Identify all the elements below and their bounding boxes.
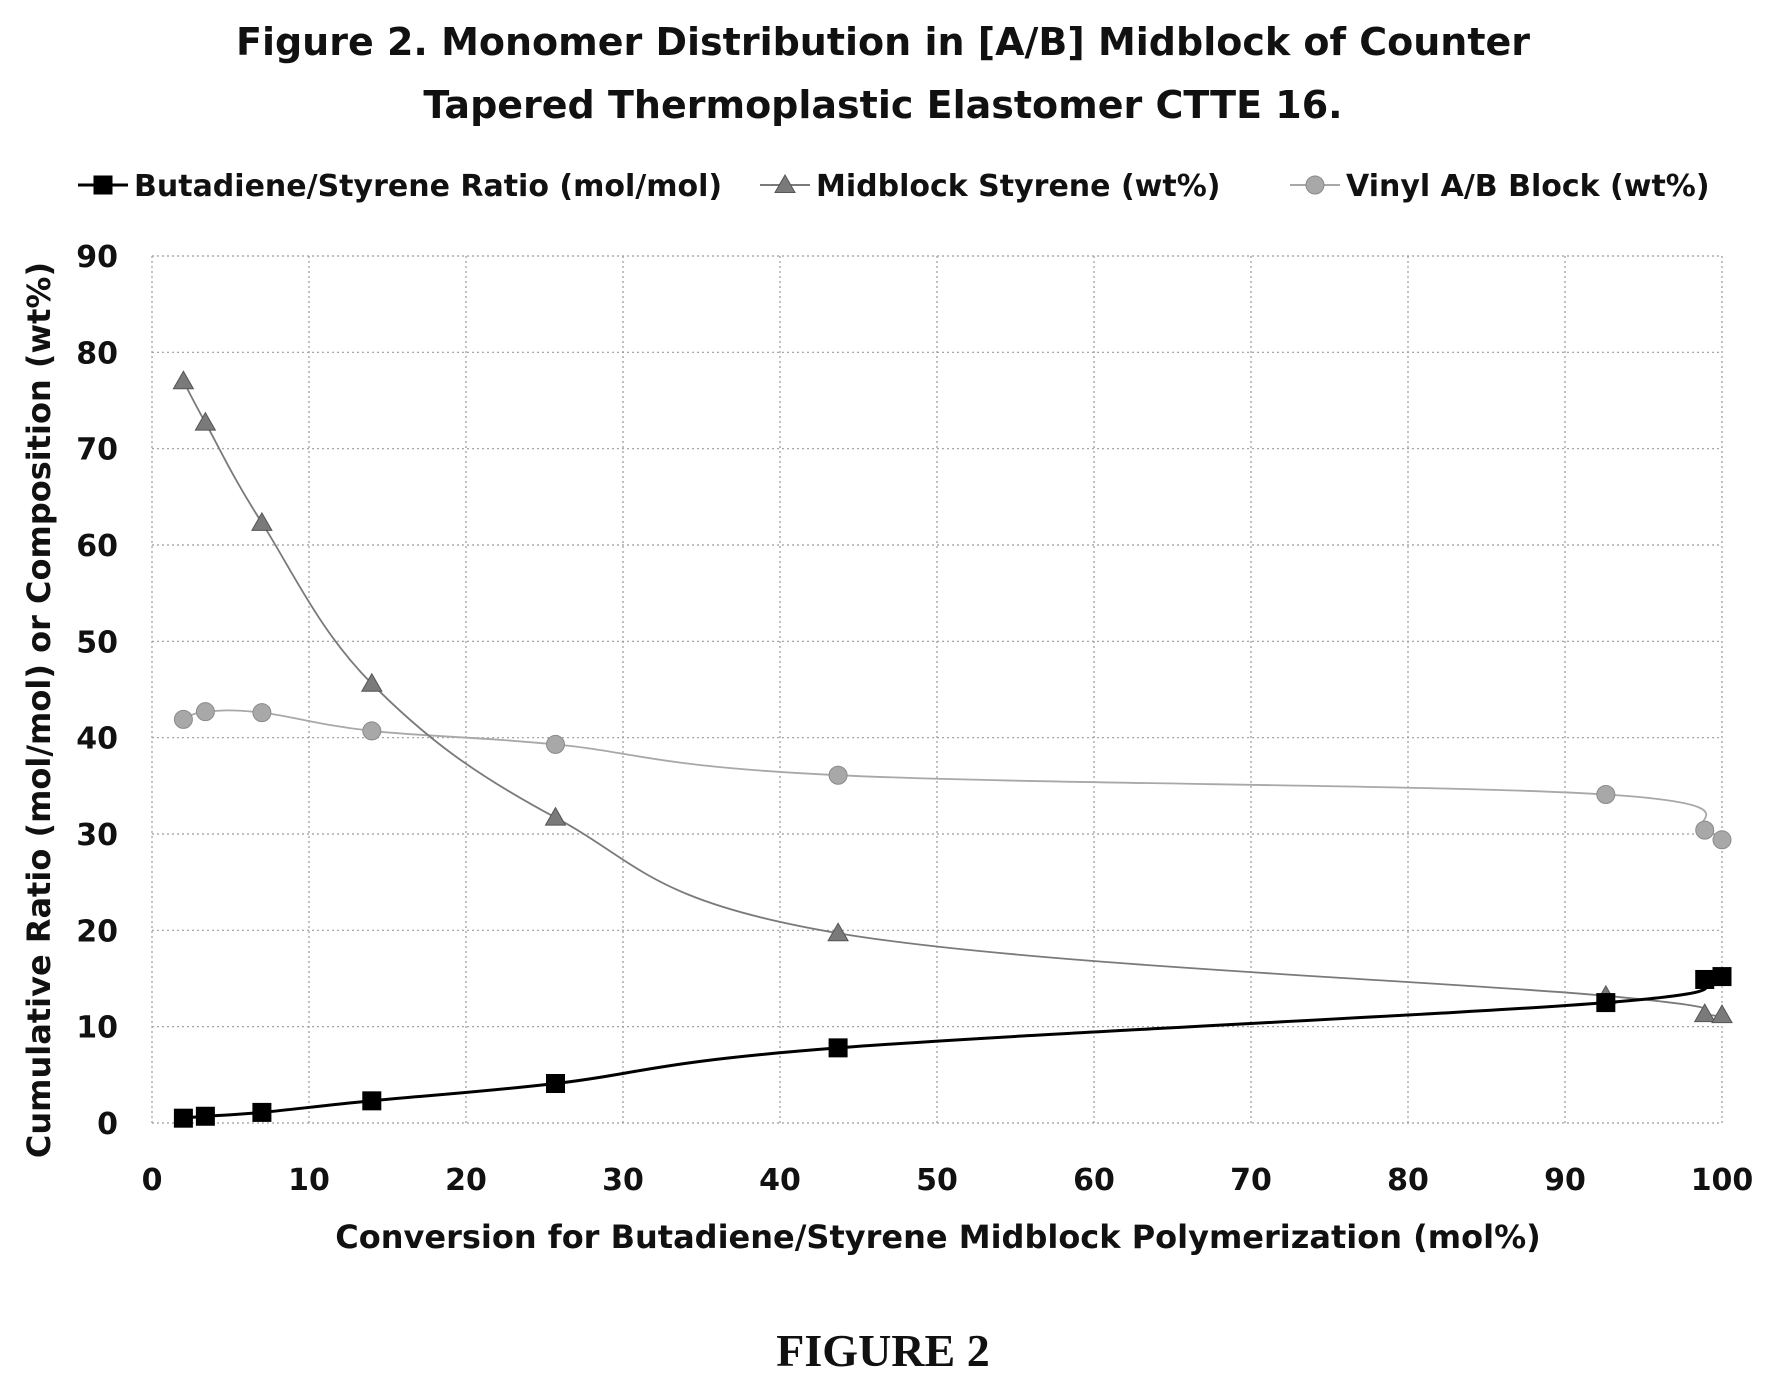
legend-label: Butadiene/Styrene Ratio (mol/mol) — [134, 169, 722, 204]
y-tick-label: 50 — [76, 625, 118, 660]
data-point-square — [195, 1106, 215, 1126]
data-point-square — [1695, 969, 1715, 989]
series-layer — [172, 370, 1733, 1128]
legend-marker-square — [93, 175, 113, 195]
x-tick-label: 10 — [288, 1163, 330, 1198]
data-point-square — [1712, 967, 1732, 987]
x-tick-label: 100 — [1691, 1163, 1754, 1198]
data-point-circle — [195, 702, 215, 722]
legend-marker-triangle — [774, 173, 796, 193]
y-tick-label: 30 — [76, 818, 118, 853]
x-tick-label: 20 — [445, 1163, 487, 1198]
legend-item: Butadiene/Styrene Ratio (mol/mol) — [78, 169, 722, 204]
data-point-circle — [362, 721, 382, 741]
legend-label: Vinyl A/B Block (wt%) — [1346, 169, 1710, 204]
gridlines — [151, 255, 1723, 1124]
x-tick-label: 30 — [602, 1163, 644, 1198]
legend-label: Midblock Styrene (wt%) — [816, 169, 1221, 204]
data-point-triangle — [1693, 1003, 1716, 1023]
data-point-triangle — [251, 511, 273, 531]
x-tick-label: 0 — [142, 1163, 163, 1198]
data-point-circle — [252, 703, 272, 723]
x-tick-label: 70 — [1230, 1163, 1272, 1198]
data-point-circle — [1695, 820, 1715, 840]
data-point-triangle — [194, 411, 217, 431]
data-point-circle — [828, 765, 848, 785]
chart-title-line1: Figure 2. Monomer Distribution in [A/B] … — [236, 20, 1530, 64]
data-point-square — [173, 1108, 193, 1128]
tick-labels: 0 10 20 30 40 50 60 70 80 90 0 10 20 30 40 50 60 70 80 90 10… — [76, 240, 1753, 1198]
x-axis-label: Conversion for Butadiene/Styrene Midbloc… — [335, 1218, 1541, 1256]
x-tick-label: 60 — [1073, 1163, 1115, 1198]
legend-item: Vinyl A/B Block (wt%) — [1290, 169, 1710, 204]
series-line — [183, 709, 1723, 841]
series-circle — [173, 702, 1732, 850]
y-tick-label: 20 — [76, 914, 118, 949]
legend-marker-circle — [1305, 175, 1325, 195]
data-point-triangle — [360, 672, 383, 692]
data-point-square — [545, 1074, 565, 1094]
y-tick-label: 10 — [76, 1011, 118, 1046]
y-tick-label: 70 — [76, 433, 118, 468]
x-tick-label: 90 — [1544, 1163, 1586, 1198]
data-point-triangle — [544, 806, 567, 826]
x-tick-label: 80 — [1387, 1163, 1429, 1198]
data-point-circle — [1596, 785, 1616, 805]
x-tick-label: 50 — [916, 1163, 958, 1198]
figure-caption: FIGURE 2 — [776, 1325, 989, 1376]
data-point-circle — [173, 709, 193, 729]
y-tick-label: 60 — [76, 529, 118, 564]
data-point-square — [362, 1091, 382, 1111]
data-point-triangle — [827, 922, 849, 942]
y-tick-label: 40 — [76, 722, 118, 757]
data-point-square — [252, 1102, 272, 1122]
y-tick-label: 0 — [97, 1107, 118, 1142]
series-line — [182, 380, 1723, 1017]
chart-title-line2: Tapered Thermoplastic Elastomer CTTE 16. — [423, 83, 1342, 127]
y-axis-label: Cumulative Ratio (mol/mol) or Compositio… — [20, 262, 58, 1158]
series-triangle — [172, 370, 1733, 1024]
data-point-square — [828, 1038, 848, 1058]
data-point-circle — [1712, 830, 1732, 850]
series-square — [173, 967, 1732, 1128]
data-point-triangle — [1711, 1004, 1733, 1024]
series-line — [183, 974, 1723, 1120]
legend: Butadiene/Styrene Ratio (mol/mol) Midbloc… — [78, 169, 1710, 204]
data-point-circle — [545, 734, 565, 754]
legend-item: Midblock Styrene (wt%) — [760, 169, 1221, 204]
y-tick-label: 80 — [76, 336, 118, 371]
x-tick-label: 40 — [759, 1163, 801, 1198]
data-point-square — [1596, 993, 1616, 1013]
data-point-triangle — [172, 370, 195, 390]
y-tick-label: 90 — [76, 240, 118, 275]
